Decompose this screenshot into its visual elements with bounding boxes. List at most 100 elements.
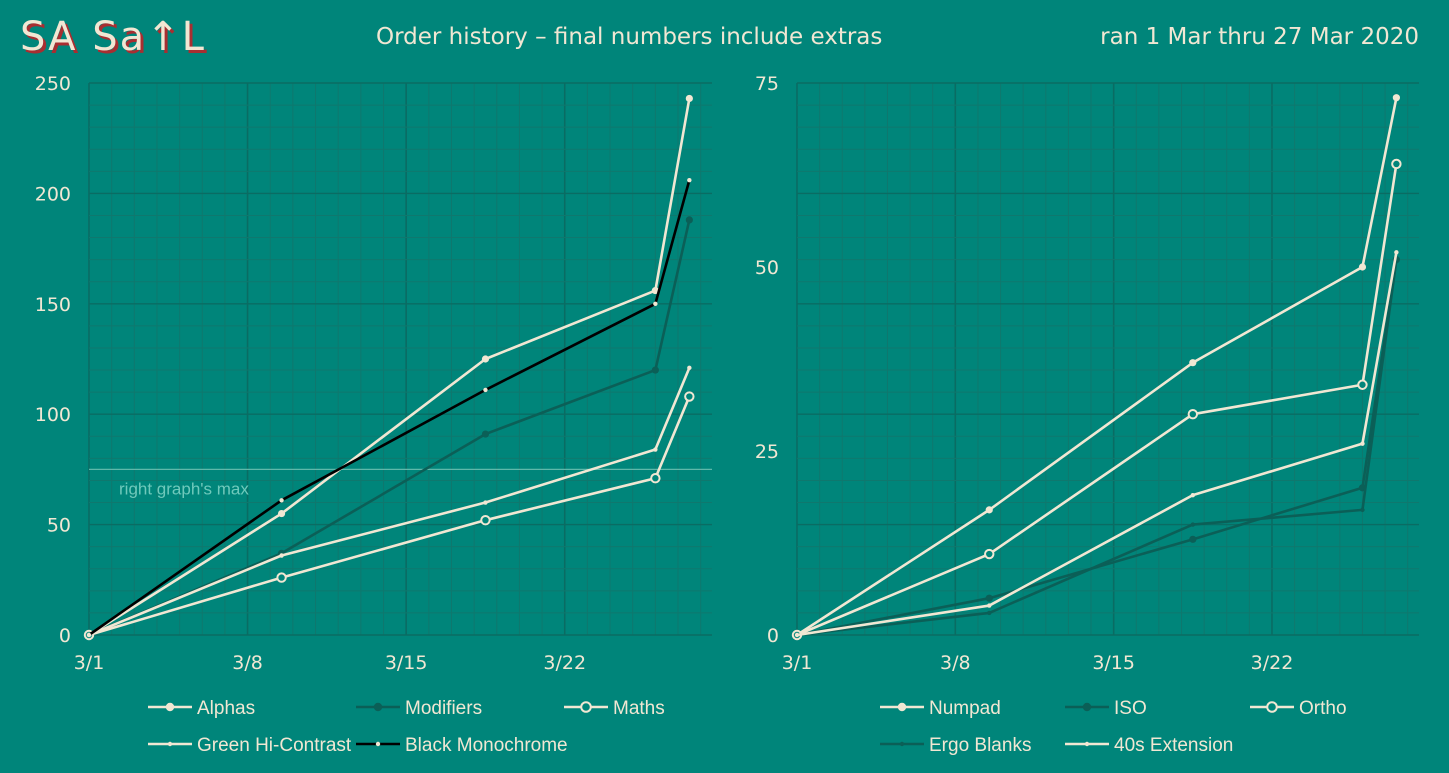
data-point	[1187, 409, 1199, 420]
legend-marker	[580, 701, 592, 713]
y-tick-label: 50	[755, 257, 779, 279]
right-chart: 0 25 50 75 3/1 3/8 3/15 3/22 Numpad ISO Ortho Ergo …	[755, 73, 1419, 756]
series-alphas	[85, 94, 693, 639]
legend-marker	[897, 702, 907, 712]
y-tick-label: 100	[35, 404, 71, 426]
data-point	[1189, 359, 1197, 367]
data-point	[985, 506, 993, 514]
legend-label: 40s Extension	[1114, 735, 1233, 756]
series-ergo-blanks	[794, 257, 1399, 638]
x-tick-label: 3/22	[1251, 652, 1294, 674]
series-green-hi-contrast	[86, 365, 692, 638]
y-tick-label: 50	[47, 515, 71, 537]
x-tick-label: 3/15	[385, 652, 428, 674]
legend-label: Maths	[613, 698, 665, 719]
x-tick-label: 3/1	[74, 652, 105, 674]
legend-entry: Ergo Blanks	[880, 735, 1031, 756]
data-point	[684, 391, 695, 402]
legend-marker	[899, 741, 905, 747]
left-chart: 0 50 100 150 200 250 3/1 3/8 3/15 3/22 right graph…	[35, 73, 712, 756]
series-line	[88, 367, 691, 637]
legend-marker	[373, 702, 383, 712]
series-iso	[793, 256, 1400, 639]
data-point	[1360, 507, 1365, 513]
data-point	[86, 632, 92, 638]
x-tick-label: 3/22	[543, 652, 586, 674]
data-point	[653, 301, 658, 306]
x-tick-label: 3/8	[940, 652, 971, 674]
data-point	[1360, 441, 1365, 446]
legend-entry: Ortho	[1250, 698, 1347, 719]
data-point	[1357, 379, 1368, 390]
y-tick-label: 150	[35, 294, 71, 316]
legend-entry: Green Hi-Contrast	[148, 735, 352, 756]
data-point	[279, 498, 284, 503]
x-tick-label: 3/15	[1092, 652, 1135, 674]
chart-title: Order history – final numbers include ex…	[376, 24, 883, 50]
data-point	[277, 509, 286, 518]
data-point	[794, 632, 800, 638]
legend-label: Green Hi-Contrast	[197, 735, 352, 756]
y-tick-label: 200	[35, 183, 71, 205]
data-point	[987, 603, 992, 608]
data-point	[685, 94, 693, 103]
right-gridlines	[796, 82, 1419, 636]
legend-marker	[1082, 702, 1092, 712]
data-point	[987, 610, 992, 616]
legend-label: Ortho	[1299, 698, 1347, 719]
data-point	[1190, 522, 1196, 527]
data-point	[276, 572, 287, 583]
legend-entry: Maths	[564, 698, 665, 719]
legend-label: Alphas	[197, 698, 255, 719]
data-point	[1391, 158, 1402, 170]
series-numpad	[793, 94, 1400, 639]
data-point	[279, 553, 284, 558]
legend-marker	[165, 702, 175, 712]
series-maths	[83, 391, 695, 641]
data-point	[651, 366, 659, 374]
series-40s-extension	[794, 250, 1399, 638]
legend-marker	[1266, 701, 1278, 713]
data-point	[985, 594, 993, 602]
legend-entry: Numpad	[880, 698, 1001, 719]
series-line	[796, 259, 1398, 637]
y-tick-label: 25	[755, 441, 779, 463]
legend-label: Black Monochrome	[405, 735, 568, 756]
x-tick-label: 3/1	[782, 652, 813, 674]
series-line	[796, 97, 1398, 637]
legend-label: Numpad	[929, 698, 1001, 719]
legend-label: Ergo Blanks	[929, 735, 1031, 756]
data-point	[481, 355, 490, 363]
y-tick-label: 75	[755, 73, 779, 95]
data-point	[650, 473, 661, 484]
data-point	[483, 500, 488, 505]
series-ortho	[791, 158, 1402, 641]
legend-marker	[1084, 741, 1090, 747]
series-line	[88, 179, 691, 637]
data-point	[1358, 263, 1367, 271]
data-point	[483, 387, 488, 393]
data-point	[687, 177, 692, 183]
data-point	[687, 365, 692, 371]
date-range: ran 1 Mar thru 27 Mar 2020	[1100, 24, 1419, 50]
series-black-monochrome	[86, 177, 692, 638]
y-tick-label: 250	[35, 73, 71, 95]
data-point	[984, 548, 995, 560]
data-point	[1190, 492, 1196, 498]
legend-entry: 40s Extension	[1065, 735, 1233, 756]
left-gridlines	[88, 82, 712, 636]
legend-label: ISO	[1114, 698, 1147, 719]
annotation-label: right graph's max	[119, 479, 249, 498]
data-point	[481, 430, 490, 438]
x-tick-label: 3/8	[232, 652, 263, 674]
data-point	[653, 447, 658, 452]
legend-entry: ISO	[1065, 698, 1147, 719]
legend-entry: Modifiers	[356, 698, 482, 719]
data-point	[1189, 535, 1197, 543]
legend-marker	[167, 741, 173, 747]
series-line	[88, 98, 691, 637]
legend-entry: Alphas	[148, 698, 255, 719]
y-tick-label: 0	[767, 625, 779, 647]
legend-entry: Black Monochrome	[356, 735, 568, 756]
